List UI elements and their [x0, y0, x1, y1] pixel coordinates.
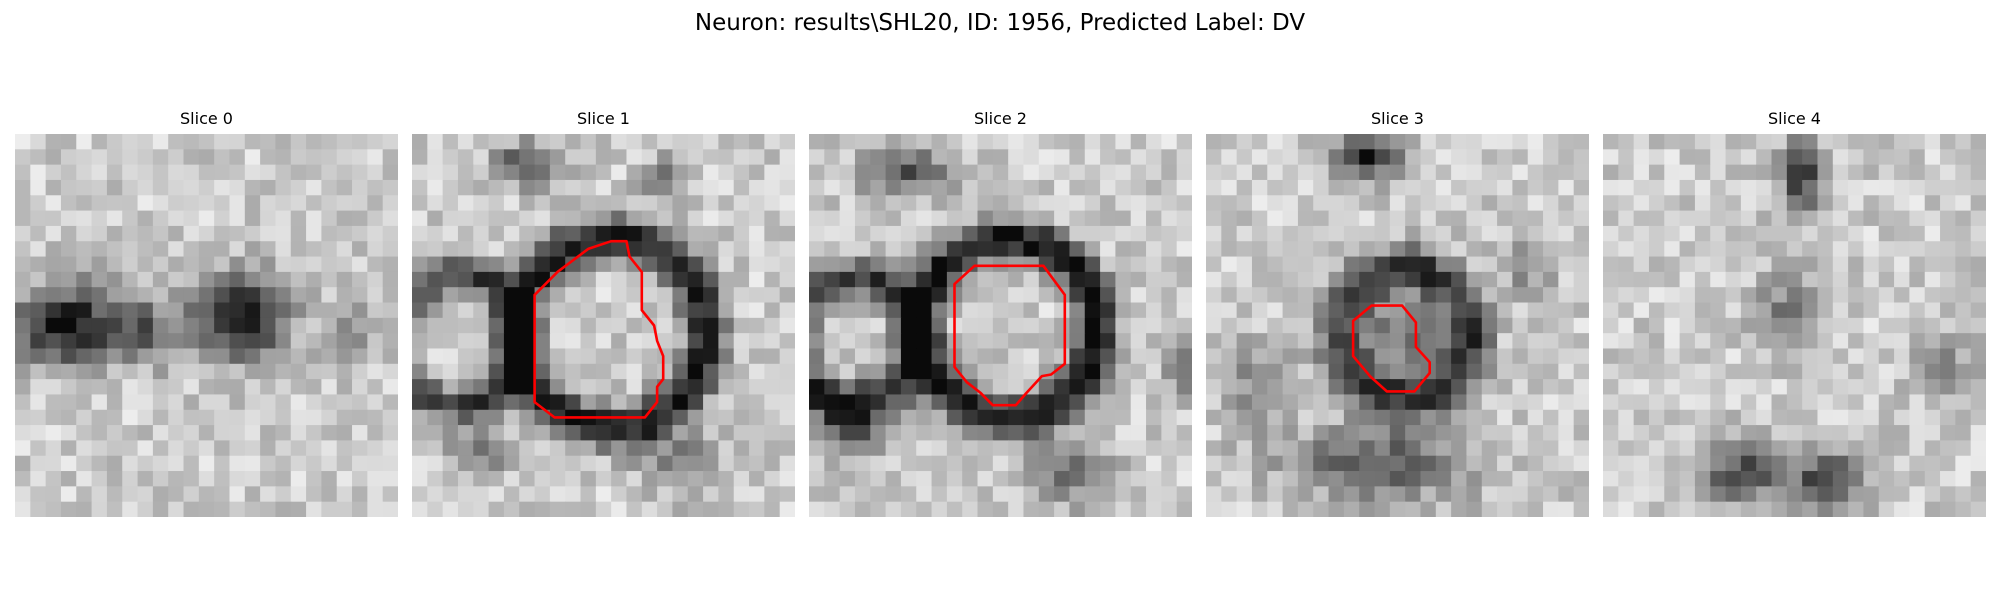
slice-0-svg	[15, 134, 398, 517]
slice-title: Slice 2	[974, 109, 1027, 128]
segmentation-contour	[953, 264, 1067, 407]
slice-title: Slice 4	[1768, 109, 1821, 128]
slice-panel-2: Slice 2	[809, 106, 1192, 517]
slice-image	[15, 134, 398, 517]
slice-title: Slice 3	[1371, 109, 1424, 128]
slice-image	[1603, 134, 1986, 517]
slice-panel-1: Slice 1	[412, 106, 795, 517]
slice-image	[412, 134, 795, 517]
segmentation-contour	[533, 239, 665, 419]
slice-panel-0: Slice 0	[15, 106, 398, 517]
slice-title: Slice 0	[180, 109, 233, 128]
slice-3-svg	[1206, 134, 1589, 517]
slice-1-svg	[412, 134, 795, 517]
slice-2-svg	[809, 134, 1192, 517]
slice-title: Slice 1	[577, 109, 630, 128]
slice-image	[809, 134, 1192, 517]
slice-panel-4: Slice 4	[1603, 106, 1986, 517]
slice-panel-3: Slice 3	[1206, 106, 1589, 517]
segmentation-contour	[1351, 304, 1431, 393]
figure-title: Neuron: results\SHL20, ID: 1956, Predict…	[694, 10, 1306, 36]
slice-image	[1206, 134, 1589, 517]
slice-4-svg	[1603, 134, 1986, 517]
